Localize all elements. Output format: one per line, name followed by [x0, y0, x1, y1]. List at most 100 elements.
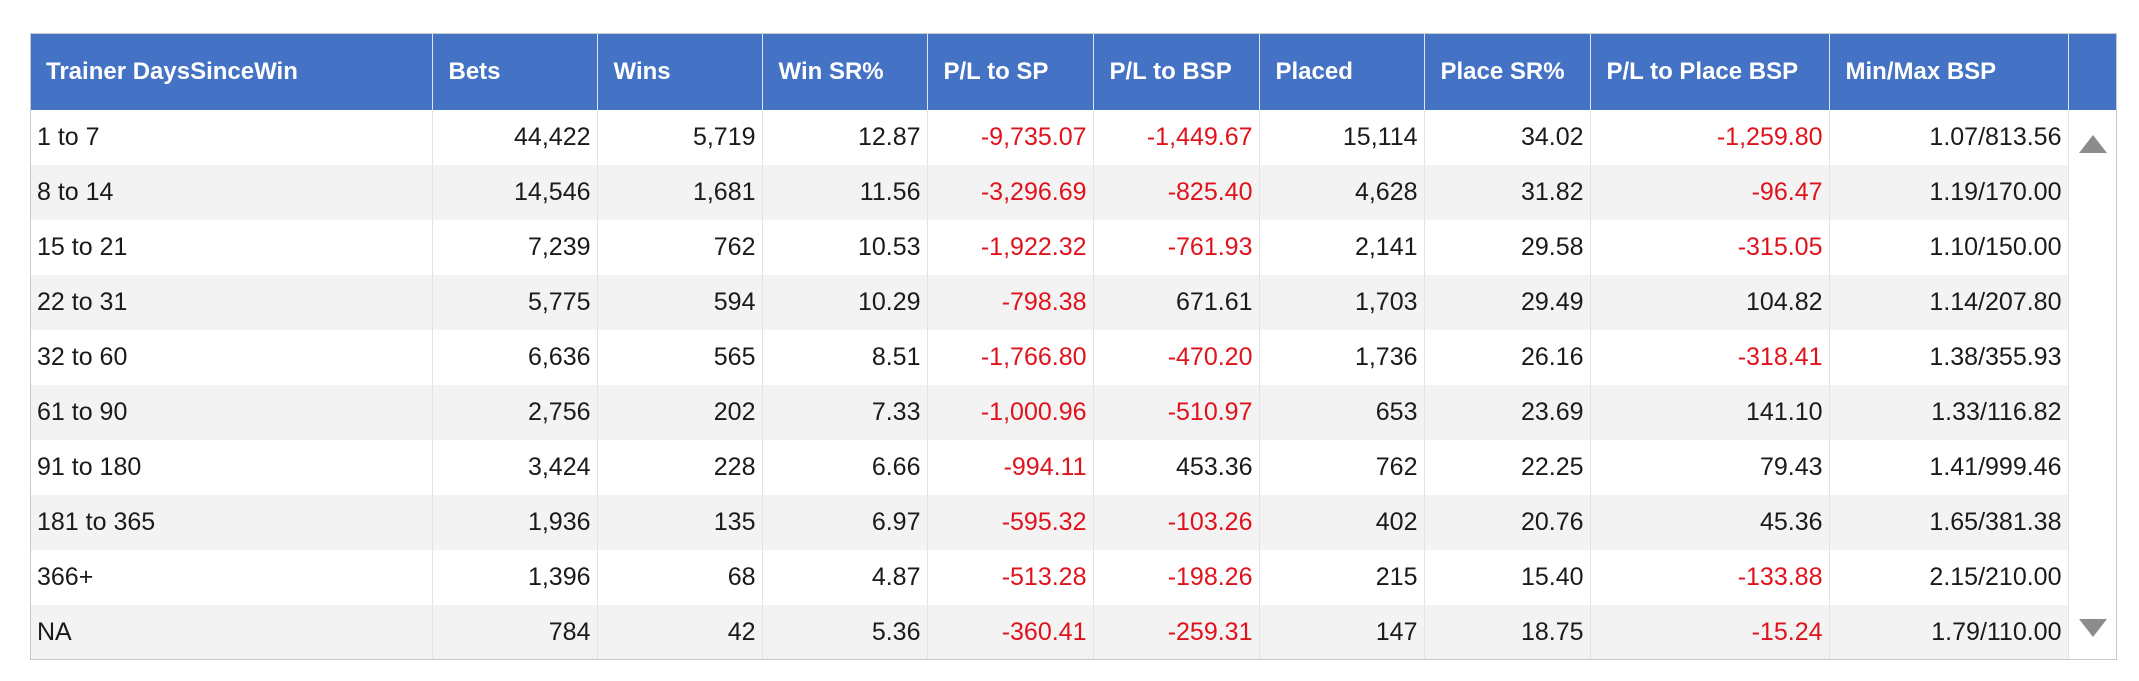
- cell-trainer-days-since-win: NA: [31, 605, 433, 659]
- cell-pl-to-place-bsp: -1,259.80: [1590, 110, 1830, 165]
- cell-min-max-bsp: 1.19/170.00: [1829, 165, 2069, 220]
- table-row[interactable]: 8 to 14 14,546 1,681 11.56 -3,296.69 -825.40 4…: [31, 165, 2116, 220]
- cell-bets: 6,636: [432, 330, 598, 385]
- scrollbar-track: [2068, 385, 2116, 440]
- cell-wins: 1,681: [597, 165, 763, 220]
- cell-wins: 228: [597, 440, 763, 495]
- cell-place-sr: 34.02: [1424, 110, 1591, 165]
- cell-min-max-bsp: 1.10/150.00: [1829, 220, 2069, 275]
- scroll-up-button[interactable]: [2068, 110, 2116, 165]
- column-header-pl-to-place-bsp[interactable]: P/L to Place BSP: [1590, 34, 1830, 110]
- cell-pl-to-sp: -994.11: [927, 440, 1094, 495]
- cell-trainer-days-since-win: 8 to 14: [31, 165, 433, 220]
- scrollbar-track: [2068, 275, 2116, 330]
- cell-place-sr: 29.49: [1424, 275, 1591, 330]
- cell-win-sr: 11.56: [762, 165, 928, 220]
- cell-place-sr: 18.75: [1424, 605, 1591, 659]
- cell-placed: 1,736: [1259, 330, 1425, 385]
- table-row[interactable]: 22 to 31 5,775 594 10.29 -798.38 671.61 1,703 2…: [31, 275, 2116, 330]
- cell-trainer-days-since-win: 181 to 365: [31, 495, 433, 550]
- cell-pl-to-place-bsp: -15.24: [1590, 605, 1830, 659]
- cell-bets: 1,936: [432, 495, 598, 550]
- cell-trainer-days-since-win: 91 to 180: [31, 440, 433, 495]
- cell-win-sr: 8.51: [762, 330, 928, 385]
- cell-placed: 653: [1259, 385, 1425, 440]
- cell-pl-to-bsp: -510.97: [1093, 385, 1260, 440]
- scrollbar-track: [2068, 220, 2116, 275]
- cell-win-sr: 10.53: [762, 220, 928, 275]
- column-header-wins[interactable]: Wins: [597, 34, 763, 110]
- scrollbar-header-spacer: [2068, 34, 2116, 110]
- cell-pl-to-sp: -360.41: [927, 605, 1094, 659]
- cell-min-max-bsp: 1.33/116.82: [1829, 385, 2069, 440]
- cell-wins: 135: [597, 495, 763, 550]
- table-row[interactable]: NA 784 42 5.36 -360.41 -259.31 147 18.75 -15.24 1…: [31, 605, 2116, 659]
- column-header-bets[interactable]: Bets: [432, 34, 598, 110]
- triangle-down-icon: [2078, 618, 2107, 637]
- triangle-up-icon: [2078, 134, 2107, 153]
- cell-pl-to-place-bsp: -315.05: [1590, 220, 1830, 275]
- cell-pl-to-place-bsp: -96.47: [1590, 165, 1830, 220]
- cell-min-max-bsp: 1.07/813.56: [1829, 110, 2069, 165]
- cell-pl-to-bsp: 453.36: [1093, 440, 1260, 495]
- cell-trainer-days-since-win: 1 to 7: [31, 110, 433, 165]
- cell-win-sr: 10.29: [762, 275, 928, 330]
- cell-bets: 1,396: [432, 550, 598, 605]
- cell-min-max-bsp: 1.38/355.93: [1829, 330, 2069, 385]
- cell-wins: 68: [597, 550, 763, 605]
- scrollbar-track: [2068, 495, 2116, 550]
- cell-pl-to-place-bsp: 104.82: [1590, 275, 1830, 330]
- table-row[interactable]: 1 to 7 44,422 5,719 12.87 -9,735.07 -1,449.67…: [31, 110, 2116, 165]
- cell-trainer-days-since-win: 15 to 21: [31, 220, 433, 275]
- table-row[interactable]: 15 to 21 7,239 762 10.53 -1,922.32 -761.93 2,1…: [31, 220, 2116, 275]
- cell-bets: 2,756: [432, 385, 598, 440]
- header-row: Trainer DaysSinceWin Bets Wins Win SR% P/L t…: [31, 34, 2116, 110]
- cell-bets: 5,775: [432, 275, 598, 330]
- cell-placed: 4,628: [1259, 165, 1425, 220]
- cell-min-max-bsp: 1.79/110.00: [1829, 605, 2069, 659]
- table-row[interactable]: 32 to 60 6,636 565 8.51 -1,766.80 -470.20 1,73…: [31, 330, 2116, 385]
- cell-trainer-days-since-win: 366+: [31, 550, 433, 605]
- cell-bets: 784: [432, 605, 598, 659]
- cell-trainer-days-since-win: 32 to 60: [31, 330, 433, 385]
- cell-wins: 762: [597, 220, 763, 275]
- cell-pl-to-bsp: -1,449.67: [1093, 110, 1260, 165]
- column-header-placed[interactable]: Placed: [1259, 34, 1425, 110]
- table-row[interactable]: 91 to 180 3,424 228 6.66 -994.11 453.36 762 22.…: [31, 440, 2116, 495]
- cell-wins: 202: [597, 385, 763, 440]
- cell-placed: 402: [1259, 495, 1425, 550]
- table-row[interactable]: 61 to 90 2,756 202 7.33 -1,000.96 -510.97 653 2…: [31, 385, 2116, 440]
- cell-wins: 565: [597, 330, 763, 385]
- column-header-min-max-bsp[interactable]: Min/Max BSP: [1829, 34, 2069, 110]
- column-header-win-sr[interactable]: Win SR%: [762, 34, 928, 110]
- cell-placed: 215: [1259, 550, 1425, 605]
- cell-pl-to-sp: -1,000.96: [927, 385, 1094, 440]
- cell-pl-to-sp: -595.32: [927, 495, 1094, 550]
- column-header-place-sr[interactable]: Place SR%: [1424, 34, 1591, 110]
- cell-place-sr: 31.82: [1424, 165, 1591, 220]
- cell-bets: 44,422: [432, 110, 598, 165]
- cell-placed: 2,141: [1259, 220, 1425, 275]
- cell-trainer-days-since-win: 22 to 31: [31, 275, 433, 330]
- table-body: 1 to 7 44,422 5,719 12.87 -9,735.07 -1,449.67…: [31, 110, 2116, 659]
- cell-win-sr: 6.66: [762, 440, 928, 495]
- cell-pl-to-bsp: 671.61: [1093, 275, 1260, 330]
- cell-place-sr: 22.25: [1424, 440, 1591, 495]
- cell-pl-to-place-bsp: -318.41: [1590, 330, 1830, 385]
- trainer-days-since-win-table: Trainer DaysSinceWin Bets Wins Win SR% P/L t…: [31, 34, 2116, 659]
- column-header-trainer-days-since-win[interactable]: Trainer DaysSinceWin: [31, 34, 433, 110]
- cell-placed: 1,703: [1259, 275, 1425, 330]
- table-row[interactable]: 181 to 365 1,936 135 6.97 -595.32 -103.26 402 2…: [31, 495, 2116, 550]
- cell-place-sr: 20.76: [1424, 495, 1591, 550]
- cell-wins: 42: [597, 605, 763, 659]
- column-header-pl-to-bsp[interactable]: P/L to BSP: [1093, 34, 1260, 110]
- cell-win-sr: 12.87: [762, 110, 928, 165]
- cell-win-sr: 5.36: [762, 605, 928, 659]
- cell-min-max-bsp: 1.14/207.80: [1829, 275, 2069, 330]
- scroll-down-button[interactable]: [2068, 605, 2116, 659]
- column-header-pl-to-sp[interactable]: P/L to SP: [927, 34, 1094, 110]
- cell-pl-to-sp: -798.38: [927, 275, 1094, 330]
- cell-bets: 3,424: [432, 440, 598, 495]
- table-row[interactable]: 366+ 1,396 68 4.87 -513.28 -198.26 215 15.40 -13…: [31, 550, 2116, 605]
- cell-pl-to-sp: -1,922.32: [927, 220, 1094, 275]
